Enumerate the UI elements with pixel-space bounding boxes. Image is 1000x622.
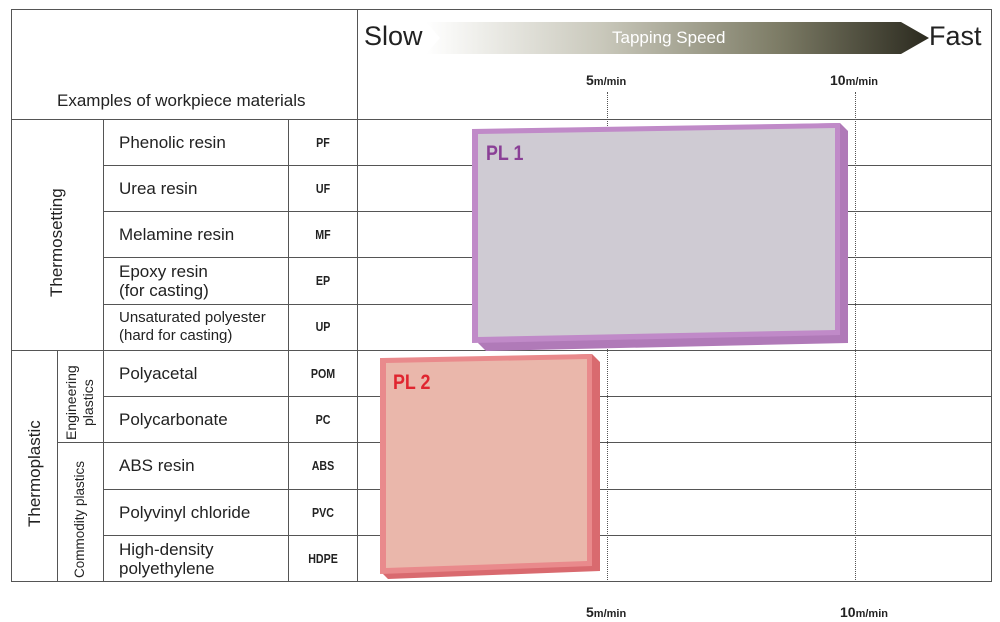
material-abbr: POM xyxy=(310,366,336,381)
grid-top-border xyxy=(11,9,992,10)
subgroup-column-divider xyxy=(57,350,58,582)
pl1-box-fill xyxy=(478,128,835,337)
grid-left-border xyxy=(11,9,12,582)
tapping-speed-label: Tapping Speed xyxy=(612,28,726,47)
material-name: Polycarbonate xyxy=(119,410,228,429)
pl2-label: PL 2 xyxy=(393,371,431,394)
pl2-box-fill xyxy=(386,359,587,568)
material-name: Polyacetal xyxy=(119,364,198,383)
slow-label: Slow xyxy=(364,21,423,51)
tapping-speed-arrow xyxy=(426,22,929,54)
grid-right-border xyxy=(991,9,992,582)
material-name: Epoxy resin (for casting) xyxy=(119,262,209,300)
speed-tick-top-5: 5m/min xyxy=(586,72,627,88)
material-name: Polyvinyl chloride xyxy=(119,503,251,522)
material-abbr: PC xyxy=(315,412,331,427)
speed-tick-bottom-10: 10m/min xyxy=(840,604,888,620)
material-name: High-density polyethylene xyxy=(119,540,215,578)
material-name: Urea resin xyxy=(119,179,198,198)
pl1-label: PL 1 xyxy=(486,142,524,165)
material-name: Unsaturated polyester (hard for casting) xyxy=(119,309,266,344)
materials-title: Examples of workpiece materials xyxy=(57,91,306,110)
fast-label: Fast xyxy=(929,21,982,51)
material-abbr: UF xyxy=(315,181,331,196)
header-bottom-border xyxy=(11,119,992,120)
material-abbr: PVC xyxy=(312,505,334,520)
speed-tick-top-10: 10m/min xyxy=(830,72,878,88)
material-abbr: PF xyxy=(316,135,330,150)
grid-bottom-border xyxy=(11,581,992,582)
material-abbr: EP xyxy=(315,273,331,288)
material-name: Melamine resin xyxy=(119,225,235,244)
speed-tick-bottom-5: 5m/min xyxy=(586,604,627,620)
speed-guide-10 xyxy=(855,92,856,582)
material-name: Phenolic resin xyxy=(119,133,226,152)
chart-area-divider xyxy=(357,9,358,582)
material-abbr: MF xyxy=(315,227,331,242)
material-abbr: HDPE xyxy=(308,551,338,566)
material-name: ABS resin xyxy=(119,456,195,475)
material-abbr: UP xyxy=(315,319,331,334)
material-abbr: ABS xyxy=(311,458,335,473)
